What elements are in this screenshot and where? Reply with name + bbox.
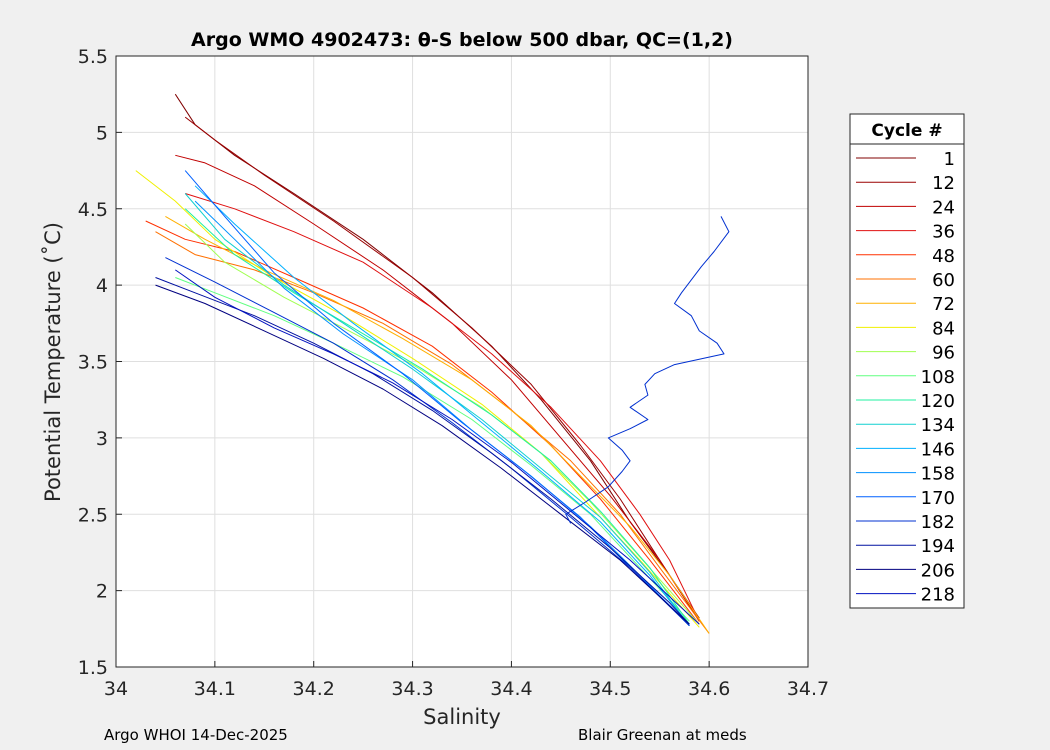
series-line xyxy=(185,193,700,622)
x-axis-label: Salinity xyxy=(423,705,501,729)
x-tick-label: 34.6 xyxy=(688,678,730,700)
x-tick-label: 34.1 xyxy=(194,678,236,700)
legend-label: 24 xyxy=(932,197,955,218)
y-tick-label: 2.5 xyxy=(78,504,108,526)
x-tick-label: 34.2 xyxy=(293,678,335,700)
legend-box xyxy=(849,113,965,609)
x-tick-label: 34.3 xyxy=(391,678,433,700)
legend-label: 96 xyxy=(932,343,955,364)
legend-label: 182 xyxy=(921,512,955,533)
chart-title: Argo WMO 4902473: θ-S below 500 dbar, QC… xyxy=(191,29,733,51)
legend: Cycle # 1 12 24 36 48 60 72 84 96 108 120 134 146 158… xyxy=(849,113,965,609)
legend-label: 158 xyxy=(921,464,955,485)
series-line xyxy=(175,277,690,622)
axis-ticks: 34 34.1 34.2 34.3 34.4 34.5 34.6 34.7 1.5 2 2.5 3 3.… xyxy=(78,46,829,700)
legend-label: 120 xyxy=(921,391,955,412)
series-line xyxy=(184,208,690,625)
series-line xyxy=(155,284,690,625)
y-tick-label: 2 xyxy=(96,581,108,603)
legend-label: 108 xyxy=(921,367,955,388)
legend-label: 48 xyxy=(932,246,955,267)
legend-label: 218 xyxy=(921,585,955,606)
series-line xyxy=(184,116,700,622)
series-line xyxy=(565,216,730,524)
legend-label: 12 xyxy=(932,173,955,194)
series-line xyxy=(155,277,690,625)
series-line xyxy=(184,170,690,625)
y-tick-label: 4 xyxy=(96,275,108,297)
legend-label: 84 xyxy=(932,318,955,339)
series-line xyxy=(155,231,710,634)
footer-left-note: Argo WHOI 14-Dec-2025 xyxy=(104,726,288,744)
footer-right-note: Blair Greenan at meds xyxy=(578,726,747,744)
series-line xyxy=(175,269,700,625)
legend-label: 194 xyxy=(921,536,955,557)
legend-label: 60 xyxy=(932,270,955,291)
y-axis-label: Potential Temperature (˚C) xyxy=(41,222,65,502)
series-line xyxy=(194,200,690,627)
legend-label: 170 xyxy=(921,488,955,509)
y-tick-label: 5 xyxy=(96,122,108,144)
y-tick-label: 1.5 xyxy=(78,657,108,679)
x-tick-label: 34 xyxy=(104,678,128,700)
series-line xyxy=(165,215,710,634)
legend-title: Cycle # xyxy=(871,121,942,141)
x-tick-label: 34.4 xyxy=(490,678,532,700)
y-tick-label: 5.5 xyxy=(78,46,108,68)
legend-label: 1 xyxy=(944,149,955,170)
legend-label: 206 xyxy=(921,560,955,581)
y-tick-label: 3 xyxy=(96,428,108,450)
legend-label: 146 xyxy=(921,439,955,460)
y-tick-label: 3.5 xyxy=(78,352,108,374)
y-tick-label: 4.5 xyxy=(78,199,108,221)
x-tick-label: 34.5 xyxy=(589,678,631,700)
x-tick-label: 34.7 xyxy=(787,678,829,700)
series-line xyxy=(145,220,700,625)
legend-label: 36 xyxy=(932,222,955,243)
legend-label: 72 xyxy=(932,294,955,315)
data-series xyxy=(135,93,730,634)
legend-label: 134 xyxy=(921,415,955,436)
series-line xyxy=(194,185,690,627)
